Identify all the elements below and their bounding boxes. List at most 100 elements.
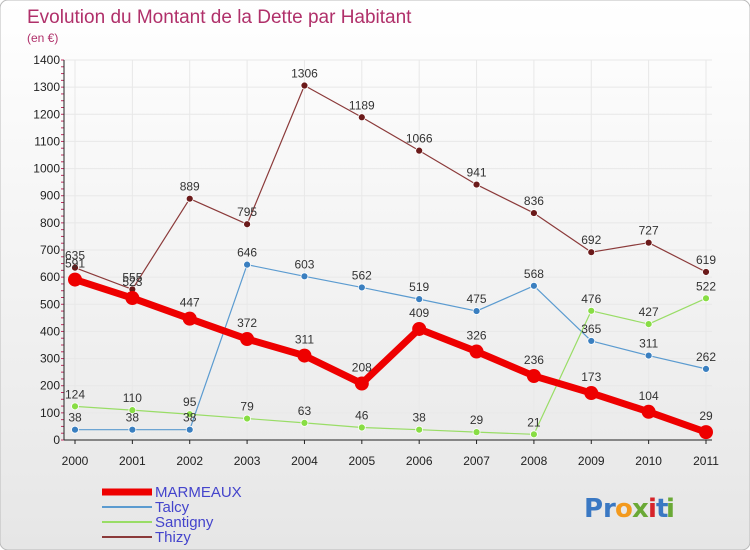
x-tick-label: 2007 — [463, 454, 490, 468]
point-santigny — [702, 294, 710, 303]
data-label-santigny: 95 — [183, 395, 197, 409]
point-santigny — [128, 406, 137, 415]
point-marmeaux — [354, 376, 369, 391]
series-layer — [68, 81, 713, 440]
data-label-talcy: 38 — [126, 411, 140, 425]
legend-label-thizy: Thizy — [155, 529, 191, 546]
series-line-talcy — [74, 264, 707, 431]
data-label-santigny: 522 — [696, 279, 716, 293]
y-tick-label: 1400 — [33, 53, 60, 67]
y-tick-label: 400 — [40, 324, 60, 338]
point-santigny — [587, 306, 596, 315]
data-label-talcy: 475 — [467, 292, 487, 306]
data-label-thizy: 1306 — [291, 67, 318, 81]
point-marmeaux — [699, 425, 713, 440]
data-label-talcy: 519 — [409, 280, 429, 294]
point-santigny — [300, 418, 309, 427]
point-marmeaux — [526, 368, 541, 383]
data-label-talcy: 365 — [581, 322, 601, 336]
data-label-thizy: 836 — [524, 194, 544, 208]
series-line-santigny — [74, 297, 707, 435]
point-talcy — [415, 295, 424, 304]
data-label-talcy: 38 — [68, 411, 82, 425]
point-talcy — [128, 425, 137, 434]
data-label-marmeaux: 29 — [699, 409, 713, 423]
x-tick-label: 2001 — [119, 454, 146, 468]
y-tick-label: 700 — [40, 243, 60, 257]
y-tick-label: 0 — [53, 433, 60, 447]
data-label-santigny: 476 — [581, 292, 601, 306]
point-talcy — [530, 281, 538, 290]
point-santigny — [644, 320, 653, 329]
data-label-marmeaux: 409 — [409, 306, 429, 320]
x-tick-label: 2003 — [234, 454, 261, 468]
point-marmeaux — [297, 348, 312, 363]
data-label-thizy: 941 — [467, 166, 487, 180]
point-thizy — [644, 238, 653, 247]
point-thizy — [472, 180, 481, 189]
series-line-thizy — [74, 84, 707, 290]
data-label-santigny: 21 — [527, 415, 541, 429]
logo-letter: P — [584, 494, 603, 524]
x-tick-label: 2008 — [521, 454, 548, 468]
point-talcy — [702, 364, 710, 373]
x-tick-label: 2000 — [62, 454, 89, 468]
x-tick-label: 2002 — [176, 454, 203, 468]
logo-letter: t — [656, 494, 668, 524]
point-talcy — [587, 337, 596, 345]
point-talcy — [185, 425, 194, 434]
data-label-talcy: 262 — [696, 350, 716, 364]
data-labels: 635 555 889 795 1306 1189 1066 941 836 692 727 619 3… — [65, 67, 716, 430]
point-santigny — [472, 428, 481, 437]
y-tick-label: 1200 — [33, 107, 60, 121]
y-tick-label: 300 — [40, 352, 60, 366]
series-line-marmeaux — [71, 276, 710, 436]
point-marmeaux — [125, 291, 140, 306]
data-label-thizy: 635 — [65, 249, 85, 263]
data-label-marmeaux: 326 — [467, 329, 487, 343]
y-tick-label: 200 — [40, 379, 60, 393]
data-label-santigny: 63 — [298, 404, 312, 418]
point-santigny — [530, 430, 538, 439]
logo-letter: r — [603, 494, 616, 524]
legend-label-marmeaux: MARMEAUX — [155, 484, 242, 501]
point-marmeaux — [584, 386, 599, 401]
data-label-marmeaux: 591 — [65, 257, 85, 271]
logo-letter: x — [632, 494, 649, 524]
data-label-talcy: 311 — [639, 337, 658, 351]
data-label-thizy: 555 — [122, 270, 142, 284]
data-label-talcy: 568 — [524, 267, 544, 281]
data-label-thizy: 692 — [581, 233, 601, 247]
point-marmeaux — [469, 344, 484, 359]
data-label-marmeaux: 208 — [352, 361, 372, 375]
y-tick-label: 1000 — [33, 162, 60, 176]
data-label-santigny: 124 — [65, 387, 85, 401]
point-talcy — [357, 283, 366, 292]
point-santigny — [357, 423, 366, 432]
y-tick-label: 800 — [40, 216, 60, 230]
point-marmeaux — [182, 311, 197, 326]
data-label-thizy: 1066 — [406, 132, 433, 146]
y-tick-label: 500 — [40, 297, 60, 311]
point-marmeaux — [412, 321, 427, 336]
point-santigny — [71, 402, 79, 411]
data-label-marmeaux: 523 — [122, 275, 142, 289]
data-label-thizy: 1189 — [349, 98, 375, 112]
point-santigny — [415, 425, 424, 434]
data-label-santigny: 427 — [639, 305, 659, 319]
data-label-marmeaux: 372 — [237, 316, 257, 330]
x-tick-label: 2006 — [406, 454, 433, 468]
point-thizy — [357, 113, 366, 122]
point-santigny — [185, 410, 194, 419]
point-marmeaux — [68, 272, 82, 287]
point-santigny — [243, 414, 251, 423]
x-tick-label: 2011 — [693, 454, 719, 468]
point-thizy — [702, 268, 710, 276]
point-thizy — [415, 146, 424, 155]
x-tick-label: 2009 — [578, 454, 605, 468]
logo-letter: o — [615, 494, 633, 524]
data-label-santigny: 29 — [470, 413, 484, 427]
data-label-santigny: 110 — [123, 391, 142, 405]
point-talcy — [300, 272, 309, 281]
